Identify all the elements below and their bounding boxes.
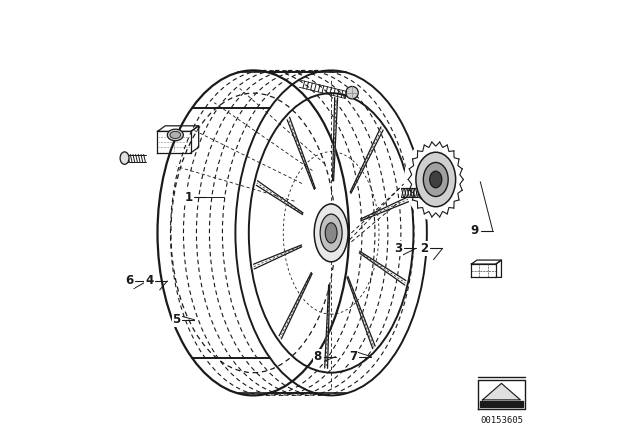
- Ellipse shape: [325, 223, 337, 243]
- Text: 3: 3: [394, 242, 402, 255]
- Ellipse shape: [419, 187, 426, 199]
- Ellipse shape: [167, 129, 183, 141]
- Ellipse shape: [320, 214, 342, 252]
- Text: 4: 4: [145, 275, 154, 288]
- Ellipse shape: [416, 152, 456, 207]
- Polygon shape: [279, 272, 312, 339]
- Ellipse shape: [170, 131, 180, 138]
- Polygon shape: [257, 181, 303, 215]
- Polygon shape: [359, 251, 406, 285]
- Ellipse shape: [314, 204, 348, 262]
- Polygon shape: [253, 245, 302, 269]
- Text: 8: 8: [314, 350, 322, 363]
- Polygon shape: [287, 117, 316, 190]
- Polygon shape: [324, 285, 330, 368]
- Ellipse shape: [423, 163, 448, 197]
- Polygon shape: [350, 127, 383, 194]
- Polygon shape: [480, 401, 523, 407]
- Text: 00153605: 00153605: [480, 416, 523, 425]
- Text: 1: 1: [184, 191, 193, 204]
- Polygon shape: [347, 276, 375, 349]
- Polygon shape: [483, 383, 520, 400]
- Text: 5: 5: [173, 313, 180, 326]
- Ellipse shape: [346, 86, 358, 99]
- Ellipse shape: [404, 138, 467, 221]
- Ellipse shape: [120, 152, 129, 164]
- Polygon shape: [333, 98, 337, 181]
- Text: 7: 7: [349, 350, 358, 363]
- Polygon shape: [360, 197, 409, 221]
- Text: 9: 9: [471, 224, 479, 237]
- Ellipse shape: [429, 171, 442, 188]
- Text: 2: 2: [420, 242, 429, 255]
- Text: 6: 6: [125, 275, 134, 288]
